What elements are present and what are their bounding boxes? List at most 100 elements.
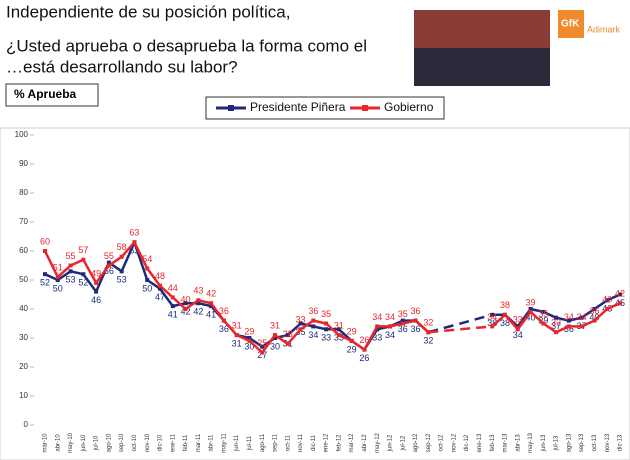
logo-text: Adimark: [587, 24, 621, 34]
point: [515, 324, 520, 329]
data-label: 56: [104, 266, 114, 276]
y-tick-label: 20: [19, 362, 28, 371]
point: [132, 240, 137, 245]
point: [336, 333, 341, 338]
point: [170, 295, 175, 300]
point: [298, 327, 303, 332]
legend-label: Gobierno: [384, 100, 434, 114]
point: [579, 324, 584, 329]
point: [209, 304, 214, 309]
x-tick-label: oct-10: [132, 434, 138, 451]
point: [221, 318, 226, 323]
point: [273, 333, 277, 338]
x-tick-label: mar-12: [349, 433, 355, 453]
data-label: 35: [398, 309, 408, 319]
x-tick-label: ago-11: [260, 433, 266, 452]
data-label: 41: [168, 309, 178, 319]
point: [400, 321, 405, 326]
data-label: 35: [296, 327, 306, 337]
y-label: % Aprueba: [14, 87, 77, 101]
data-label: 26: [359, 353, 369, 363]
point: [285, 333, 290, 338]
point: [375, 327, 380, 332]
photo-people: [414, 48, 550, 86]
data-label: 34: [487, 312, 497, 322]
point: [566, 318, 571, 323]
point: [388, 324, 392, 329]
point: [298, 321, 303, 326]
x-tick-label: sep-10: [119, 433, 125, 452]
x-tick-label: dic-12: [464, 434, 470, 451]
x-tick-label: ene-13: [477, 433, 483, 452]
point: [247, 336, 252, 340]
data-label: 30: [270, 341, 280, 351]
point: [106, 263, 111, 268]
point: [400, 318, 405, 323]
x-tick-label: jul-10: [94, 435, 100, 451]
point: [311, 324, 316, 329]
x-tick-label: ago-10: [106, 433, 112, 452]
x-tick-label: may-12: [375, 432, 381, 453]
data-label: 36: [411, 306, 421, 316]
data-label: 43: [193, 286, 203, 296]
x-tick-label: dic-13: [618, 434, 624, 451]
point: [503, 312, 507, 317]
point: [490, 324, 495, 329]
data-label: 47: [155, 292, 165, 302]
point: [311, 318, 316, 323]
point: [579, 315, 584, 320]
x-tick-label: mar-11: [196, 433, 202, 452]
point: [158, 283, 162, 288]
point: [413, 318, 418, 323]
point: [285, 341, 290, 346]
x-tick-label: abr-10: [55, 434, 61, 452]
y-tick-label: 60: [19, 246, 28, 255]
y-tick-label: 10: [19, 391, 28, 400]
data-label: 35: [321, 309, 331, 319]
data-label: 34: [372, 312, 382, 322]
x-tick-label: may-10: [68, 432, 74, 453]
point: [234, 333, 239, 338]
point: [81, 272, 86, 277]
x-tick-label: sep-12: [426, 433, 432, 452]
data-label: 31: [334, 320, 344, 330]
data-label: 50: [142, 283, 152, 293]
point: [592, 318, 597, 323]
data-label: 53: [117, 275, 127, 285]
point: [260, 350, 265, 355]
data-label: 29: [244, 326, 254, 336]
x-tick-label: oct-13: [592, 434, 598, 451]
point: [119, 269, 124, 274]
point: [55, 275, 60, 280]
x-tick-label: nov-12: [451, 433, 457, 452]
data-label: 31: [232, 320, 242, 330]
data-label: 34: [564, 312, 574, 322]
data-label: 40: [589, 312, 599, 322]
data-label: 41: [206, 309, 216, 319]
data-label: 36: [564, 324, 574, 334]
series-line: [44, 241, 621, 351]
data-label: 36: [219, 306, 229, 316]
chart-title-line: Independiente de su posición política,: [6, 2, 290, 21]
point: [566, 324, 571, 329]
point: [81, 257, 86, 262]
data-label: 34: [513, 330, 523, 340]
point: [119, 254, 124, 259]
data-label: 33: [296, 315, 306, 325]
point: [68, 263, 73, 268]
data-label: 54: [142, 254, 152, 264]
data-label: 32: [423, 336, 433, 346]
y-tick-label: 70: [19, 217, 28, 226]
data-label: 57: [78, 245, 88, 255]
x-tick-label: dic-10: [158, 434, 164, 451]
data-label: 55: [104, 251, 114, 261]
point: [362, 347, 367, 352]
x-tick-label: ene-11: [170, 433, 176, 452]
data-label: 52: [78, 278, 88, 288]
point: [94, 289, 99, 294]
data-label: 34: [308, 330, 318, 340]
point: [145, 266, 150, 271]
data-label: 35: [538, 309, 548, 319]
data-label: 63: [129, 246, 139, 256]
